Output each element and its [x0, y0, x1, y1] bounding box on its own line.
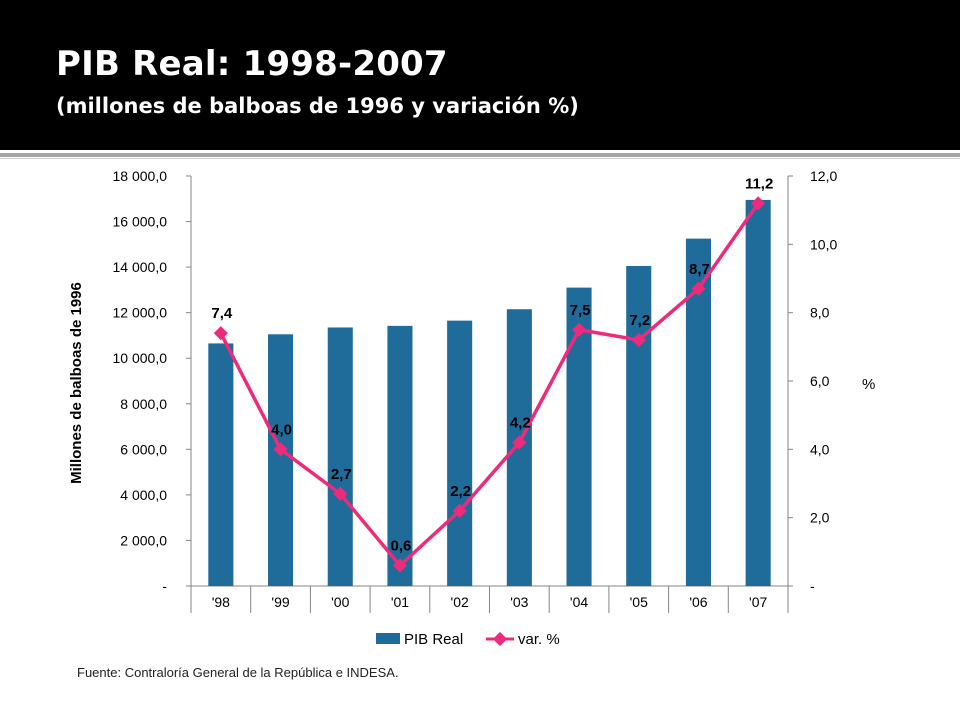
line-marker: [452, 503, 467, 518]
legend-swatch-bar: [376, 633, 400, 644]
data-label: 8,7: [689, 261, 710, 278]
data-label: 4,0: [271, 421, 292, 438]
x-tick-label: '05: [630, 594, 648, 610]
line-marker: [273, 442, 288, 457]
left-tick-label: 14 000,0: [113, 259, 168, 275]
left-tick-label: 4 000,0: [120, 487, 167, 503]
x-tick-label: '03: [510, 594, 528, 610]
line-marker: [213, 326, 228, 341]
left-tick-label: 6 000,0: [120, 441, 167, 457]
data-label: 7,4: [211, 305, 233, 322]
data-label: 0,6: [391, 538, 412, 555]
left-tick-label: 10 000,0: [113, 350, 168, 366]
data-label: 7,2: [629, 312, 650, 329]
x-tick-label: '98: [212, 594, 230, 610]
legend-label-bar: PIB Real: [404, 631, 463, 648]
left-tick-label: 16 000,0: [113, 214, 168, 230]
data-label: 4,2: [510, 415, 531, 432]
left-axis-ticks: - 2 000,0 4 000,0 6 000,0 8 000,0 10 000,0 12 …: [113, 168, 191, 594]
divider-line-thin: [0, 158, 960, 159]
data-label: 11,2: [745, 175, 773, 192]
page-title: PIB Real: 1998-2007: [56, 44, 448, 84]
bar: [566, 287, 592, 586]
divider-line: [0, 153, 960, 157]
bar: [268, 334, 294, 586]
bar: [745, 199, 771, 586]
line-marker: [333, 486, 348, 501]
x-tick-label: '07: [749, 594, 767, 610]
right-tick-label: 4,0: [810, 441, 830, 457]
bar: [327, 327, 353, 586]
page-subtitle: (millones de balboas de 1996 y variación…: [56, 94, 579, 118]
bar: [626, 265, 652, 586]
y2-axis-label: %: [862, 376, 875, 393]
x-tick-label: '06: [689, 594, 707, 610]
header-band: PIB Real: 1998-2007 (millones de balboas…: [0, 0, 960, 150]
x-tick-label: '01: [391, 594, 409, 610]
right-axis-ticks: - 2,0 4,0 6,0 8,0 10,0 12,0: [788, 168, 837, 594]
bar: [208, 343, 234, 586]
legend: PIB Real var. %: [376, 631, 560, 648]
x-tick-label: '02: [451, 594, 469, 610]
legend-label-line: var. %: [518, 631, 560, 648]
line-path: [219, 202, 760, 569]
right-tick-label: 2,0: [810, 510, 830, 526]
line-marker: [512, 435, 527, 450]
bar: [387, 325, 413, 586]
left-tick-label: -: [162, 578, 167, 594]
data-label: 2,7: [331, 466, 352, 483]
left-tick-label: 18 000,0: [113, 168, 168, 184]
legend-swatch-marker: [492, 631, 508, 647]
bar: [447, 320, 473, 586]
x-tick-label: '99: [271, 594, 289, 610]
line-marker: [691, 281, 706, 296]
data-label: 7,5: [570, 302, 591, 319]
left-tick-label: 2 000,0: [120, 532, 167, 548]
line-marker: [571, 322, 587, 337]
bar-series: [208, 199, 771, 586]
x-axis-ticks: '98 '99 '00 '01 '02 '03 '04 '05 '06 '07: [190, 586, 789, 613]
line-series: [213, 196, 766, 573]
data-label: 2,2: [450, 483, 471, 500]
x-tick-label: '00: [331, 594, 349, 610]
left-tick-label: 12 000,0: [113, 305, 168, 321]
line-marker: [631, 332, 646, 348]
right-tick-label: -: [810, 578, 815, 594]
line-marker: [751, 196, 766, 211]
line-marker: [392, 558, 408, 573]
right-tick-label: 8,0: [810, 305, 830, 321]
y-axis-label: Millones de balboas de 1996: [68, 282, 85, 484]
right-tick-label: 12,0: [810, 168, 837, 184]
data-labels: 7,4 4,0 2,7 0,6 2,2 4,2 7,5 7,2 8,7 11,2: [211, 175, 773, 554]
right-tick-label: 10,0: [810, 236, 837, 252]
right-tick-label: 6,0: [810, 373, 830, 389]
left-tick-label: 8 000,0: [120, 396, 167, 412]
source-note: Fuente: Contraloría General de la Repúbl…: [77, 665, 399, 680]
x-tick-label: '04: [570, 594, 588, 610]
